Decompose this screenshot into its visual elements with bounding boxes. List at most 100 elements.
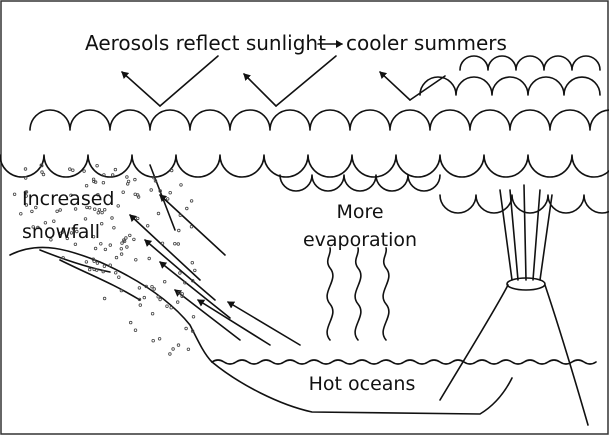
snow-dot [119,252,124,256]
snow-dot [30,209,34,214]
snow-dot [40,170,44,174]
snow-dot [186,347,191,351]
snowfall-label: snowfall [22,221,100,243]
cloud [279,174,441,192]
snow-dot [69,231,74,235]
snow-dot [93,180,98,184]
snow-dot [69,193,73,197]
snow-dot [101,269,105,274]
snow-dot [84,260,89,264]
snow-dot [92,179,96,184]
snow-dot [125,175,129,179]
snow-dot [165,197,170,201]
snow-dot [12,192,17,196]
caption-cause: Aerosols reflect sunlight [85,31,326,55]
snow-dot [52,219,56,223]
snow-dot [116,204,120,208]
snow-dot [151,339,155,343]
snow-dot [134,258,138,262]
snow-dot [137,286,142,290]
snow-dot [178,213,182,217]
snow-dot [176,343,181,347]
snow-dot [75,229,79,234]
snow-dot [101,180,106,185]
snow-dot [99,242,103,246]
snow-dot [124,236,128,240]
snow-dot [31,225,35,229]
snow-dot [133,192,137,196]
snow-dot [60,230,65,234]
snow-dot [84,183,89,188]
snow-dot [71,227,76,231]
snow-dot [102,296,107,301]
snow-dot [190,279,195,283]
snow-dot [147,256,151,261]
snow-dot [23,190,28,194]
snow-dot [150,312,155,316]
snow-dot [184,326,188,331]
snow-dot [191,315,196,319]
snow-dot [125,182,130,186]
snow-dot [114,255,119,260]
cloud [29,109,609,131]
snow-dot [121,190,125,194]
snow-dot [177,291,181,295]
snow-dot [71,168,75,172]
snow-dot [137,297,142,302]
snow-dot [171,347,175,351]
snow-dot [157,337,162,341]
snow-dot [122,238,126,242]
snow-dot [103,247,108,252]
snow-dot [110,173,115,177]
snow-dot [65,236,69,241]
wind-arrows [129,164,301,346]
evaporation-label: evaporation [303,229,417,251]
snow-dot [149,188,153,192]
snow-dot [87,267,92,272]
snow-dot [99,221,104,226]
snow-dot [119,288,124,293]
snow-dot [93,246,98,251]
snow-dot [153,179,158,183]
snow-dot [83,217,88,221]
snow-dot [169,306,173,310]
snow-dot [133,177,137,182]
snow-dot [24,194,28,198]
snow-dot [24,176,28,180]
snow-dot [180,294,184,298]
snow-dot [117,275,121,279]
snow-dot [108,243,112,247]
snow-dot [34,205,38,210]
snow-dot [190,329,195,333]
snow-dot [175,300,180,304]
snow-dot [165,304,169,308]
snow-dot [49,238,53,242]
snow-dot [95,163,99,168]
snow-dot [168,190,172,195]
snow-dot [128,233,132,238]
snow-dot [189,199,194,203]
snow-dot [36,225,40,230]
snow-dot [183,281,187,285]
snow-dot [120,241,124,245]
snow-dot [156,295,160,299]
snow-dot [169,168,174,173]
terrain [9,246,597,415]
snow-dot [144,284,148,289]
snow-dot [110,216,114,220]
snow-dot [24,203,29,207]
snow-dot [91,234,96,239]
snow-dot [145,224,150,228]
snow-dot [82,169,86,173]
snow-dot [92,267,96,272]
snow-dot [97,208,102,212]
snow-dot [132,237,136,242]
snow-dot [160,241,165,245]
snow-dot [142,295,146,300]
snow-dot [19,212,23,216]
snow-dot [185,206,189,211]
snow-dot [119,247,123,251]
cloud [0,154,609,178]
